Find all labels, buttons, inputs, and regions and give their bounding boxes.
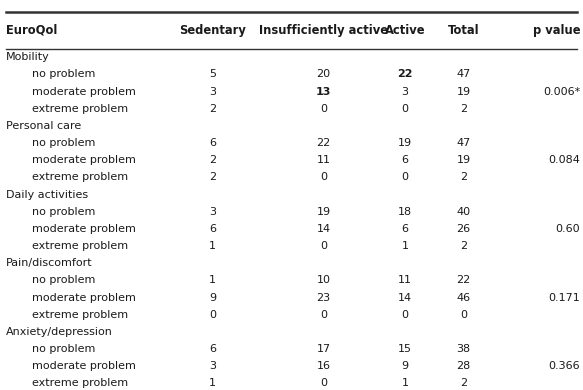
Text: 5: 5 bbox=[209, 69, 216, 80]
Text: 2: 2 bbox=[460, 104, 467, 114]
Text: 47: 47 bbox=[456, 69, 470, 80]
Text: 26: 26 bbox=[456, 224, 470, 234]
Text: 22: 22 bbox=[456, 275, 470, 285]
Text: 40: 40 bbox=[456, 207, 470, 217]
Text: 0: 0 bbox=[402, 104, 409, 114]
Text: 6: 6 bbox=[402, 155, 409, 165]
Text: Total: Total bbox=[448, 24, 479, 37]
Text: 0.084: 0.084 bbox=[548, 155, 580, 165]
Text: 1: 1 bbox=[209, 275, 216, 285]
Text: 6: 6 bbox=[209, 138, 216, 148]
Text: 3: 3 bbox=[209, 87, 216, 97]
Text: 0: 0 bbox=[320, 310, 327, 320]
Text: 22: 22 bbox=[398, 69, 413, 80]
Text: no problem: no problem bbox=[32, 138, 96, 148]
Text: EuroQol: EuroQol bbox=[6, 24, 57, 37]
Text: Sedentary: Sedentary bbox=[180, 24, 246, 37]
Text: extreme problem: extreme problem bbox=[32, 310, 128, 320]
Text: 9: 9 bbox=[402, 361, 409, 371]
Text: extreme problem: extreme problem bbox=[32, 241, 128, 251]
Text: no problem: no problem bbox=[32, 69, 96, 80]
Text: 1: 1 bbox=[209, 378, 216, 388]
Text: no problem: no problem bbox=[32, 275, 96, 285]
Text: 1: 1 bbox=[402, 378, 409, 388]
Text: 0: 0 bbox=[320, 378, 327, 388]
Text: 14: 14 bbox=[317, 224, 331, 234]
Text: 16: 16 bbox=[317, 361, 331, 371]
Text: Mobility: Mobility bbox=[6, 52, 50, 62]
Text: Anxiety/depression: Anxiety/depression bbox=[6, 327, 113, 337]
Text: moderate problem: moderate problem bbox=[32, 87, 136, 97]
Text: 15: 15 bbox=[398, 344, 412, 354]
Text: 9: 9 bbox=[209, 292, 216, 303]
Text: moderate problem: moderate problem bbox=[32, 292, 136, 303]
Text: 0: 0 bbox=[402, 172, 409, 183]
Text: 0: 0 bbox=[320, 104, 327, 114]
Text: 11: 11 bbox=[317, 155, 331, 165]
Text: 10: 10 bbox=[317, 275, 331, 285]
Text: extreme problem: extreme problem bbox=[32, 378, 128, 388]
Text: 11: 11 bbox=[398, 275, 412, 285]
Text: 6: 6 bbox=[402, 224, 409, 234]
Text: 0: 0 bbox=[402, 310, 409, 320]
Text: 19: 19 bbox=[456, 87, 470, 97]
Text: Personal care: Personal care bbox=[6, 121, 81, 131]
Text: 3: 3 bbox=[209, 361, 216, 371]
Text: 2: 2 bbox=[460, 241, 467, 251]
Text: 17: 17 bbox=[317, 344, 331, 354]
Text: 0.60: 0.60 bbox=[556, 224, 580, 234]
Text: 18: 18 bbox=[398, 207, 412, 217]
Text: 1: 1 bbox=[402, 241, 409, 251]
Text: 47: 47 bbox=[456, 138, 470, 148]
Text: 0: 0 bbox=[320, 172, 327, 183]
Text: 28: 28 bbox=[456, 361, 470, 371]
Text: 0.171: 0.171 bbox=[549, 292, 580, 303]
Text: 22: 22 bbox=[317, 138, 331, 148]
Text: 2: 2 bbox=[460, 172, 467, 183]
Text: Daily activities: Daily activities bbox=[6, 190, 88, 200]
Text: no problem: no problem bbox=[32, 344, 96, 354]
Text: 19: 19 bbox=[456, 155, 470, 165]
Text: p value: p value bbox=[533, 24, 580, 37]
Text: 14: 14 bbox=[398, 292, 412, 303]
Text: 2: 2 bbox=[460, 378, 467, 388]
Text: moderate problem: moderate problem bbox=[32, 155, 136, 165]
Text: 19: 19 bbox=[317, 207, 331, 217]
Text: 0.366: 0.366 bbox=[549, 361, 580, 371]
Text: 0: 0 bbox=[209, 310, 216, 320]
Text: 0: 0 bbox=[320, 241, 327, 251]
Text: 0.006*: 0.006* bbox=[543, 87, 580, 97]
Text: 23: 23 bbox=[317, 292, 331, 303]
Text: 6: 6 bbox=[209, 224, 216, 234]
Text: Pain/discomfort: Pain/discomfort bbox=[6, 258, 93, 268]
Text: 20: 20 bbox=[317, 69, 331, 80]
Text: 3: 3 bbox=[402, 87, 409, 97]
Text: 0: 0 bbox=[460, 310, 467, 320]
Text: 2: 2 bbox=[209, 155, 216, 165]
Text: 19: 19 bbox=[398, 138, 412, 148]
Text: 38: 38 bbox=[456, 344, 470, 354]
Text: moderate problem: moderate problem bbox=[32, 224, 136, 234]
Text: Active: Active bbox=[385, 24, 426, 37]
Text: moderate problem: moderate problem bbox=[32, 361, 136, 371]
Text: 2: 2 bbox=[209, 104, 216, 114]
Text: 13: 13 bbox=[316, 87, 331, 97]
Text: 6: 6 bbox=[209, 344, 216, 354]
Text: 2: 2 bbox=[209, 172, 216, 183]
Text: Insufficiently active: Insufficiently active bbox=[259, 24, 388, 37]
Text: extreme problem: extreme problem bbox=[32, 172, 128, 183]
Text: 46: 46 bbox=[456, 292, 470, 303]
Text: extreme problem: extreme problem bbox=[32, 104, 128, 114]
Text: 1: 1 bbox=[209, 241, 216, 251]
Text: 3: 3 bbox=[209, 207, 216, 217]
Text: no problem: no problem bbox=[32, 207, 96, 217]
